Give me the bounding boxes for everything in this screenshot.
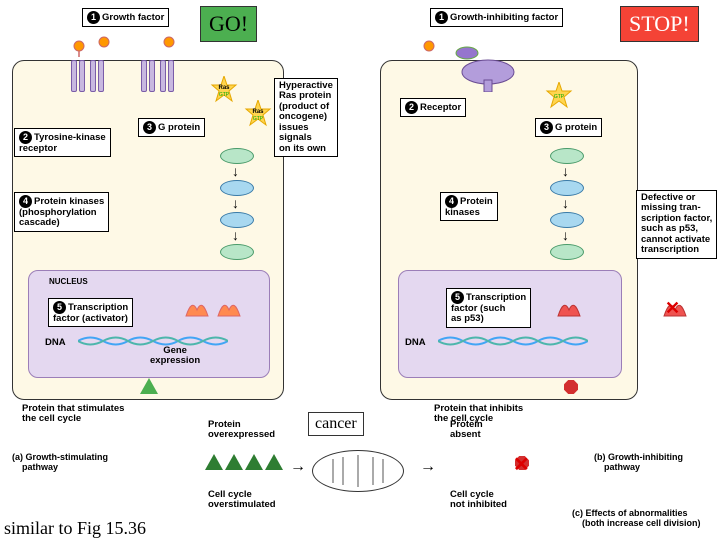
label-l_tf: 5Transcription factor (activator) [48, 298, 133, 327]
footer-text: similar to Fig 15.36 [4, 518, 146, 539]
cancer-badge: cancer [308, 412, 364, 436]
transcription-factor-icon [214, 296, 244, 321]
label-btm_cco: Cell cycle overstimulated [208, 490, 276, 511]
transcription-factor-icon [182, 296, 212, 321]
triangle-icon [205, 454, 223, 470]
label-btm_ccn: Cell cycle not inhibited [450, 490, 507, 511]
kinase-oval-icon [220, 212, 254, 228]
arrow-icon: → [420, 458, 436, 476]
kinase-oval-icon [550, 212, 584, 228]
label-r_dna: DNA [405, 338, 426, 348]
label-l_gene: Gene expression [150, 346, 200, 367]
go-badge: GO! [200, 6, 257, 42]
label-r_tf: 5Transcription factor (such as p53) [446, 288, 531, 328]
p53-icon [554, 296, 584, 321]
kinase-oval-icon [550, 244, 584, 260]
arrow-icon: ↓ [562, 227, 569, 243]
triangle-icon [225, 454, 243, 470]
ras-gtp-icon: RasGTP [244, 100, 272, 131]
kinase-oval-icon [550, 148, 584, 164]
kinase-oval-icon [220, 180, 254, 196]
label-l_gf: 1Growth factor [82, 8, 169, 27]
caption-a: (a) Growth-stimulating pathway [12, 452, 108, 472]
triangle-icon [245, 454, 263, 470]
dna-icon [438, 334, 488, 346]
svg-text:Ras: Ras [218, 85, 230, 91]
svg-text:GTP: GTP [554, 94, 565, 100]
red-x-icon: ✕ [513, 452, 530, 477]
red-x-icon: ✕ [665, 298, 680, 319]
caption-c: (c) Effects of abnormalities (both incre… [572, 508, 701, 528]
stimulator-protein-icon [140, 378, 158, 394]
inhibitor-protein-icon [564, 380, 578, 394]
svg-text:GTP: GTP [253, 116, 264, 122]
arrow-icon: ↓ [232, 195, 239, 211]
label-r_rec: 2Receptor [400, 98, 466, 117]
label-r_gp: 3G protein [535, 118, 602, 137]
kinase-oval-icon [550, 180, 584, 196]
caption-b: (b) Growth-inhibiting pathway [594, 452, 683, 472]
kinase-oval-icon [220, 244, 254, 260]
label-btm_po: Protein overexpressed [208, 420, 275, 441]
label-l_nuc: NUCLEUS [49, 278, 88, 287]
arrow-icon: ↓ [232, 163, 239, 179]
svg-text:Ras: Ras [252, 109, 264, 115]
tyrosine-kinase-receptor-icon [70, 60, 105, 95]
arrow-icon: ↓ [232, 227, 239, 243]
label-mid_hyp: Hyperactive Ras protein (product of onco… [274, 78, 338, 157]
ligand-icon [420, 40, 438, 61]
kinase-oval-icon [220, 148, 254, 164]
label-l_stim: Protein that stimulates the cell cycle [22, 404, 124, 425]
triangle-icon [265, 454, 283, 470]
svg-text:GTP: GTP [219, 92, 230, 98]
ligand-icon [160, 36, 178, 57]
label-l_gp: 3G protein [138, 118, 205, 137]
label-mid_def: Defective or missing tran- scription fac… [636, 190, 717, 259]
ligand-icon [95, 36, 113, 57]
label-r_gif: 1Growth-inhibiting factor [430, 8, 563, 27]
g-protein-icon: GTP [545, 82, 573, 113]
ras-gtp-icon: RasGTP [210, 76, 238, 107]
arrow-icon: ↓ [562, 163, 569, 179]
dna-icon [78, 334, 128, 346]
label-l_tk: 2Tyrosine-kinase receptor [14, 128, 111, 157]
label-btm_pa: Protein absent [450, 420, 483, 441]
label-l_pk: 4Protein kinases (phosphorylation cascad… [14, 192, 109, 232]
arrow-icon: → [290, 458, 306, 476]
tyrosine-kinase-receptor-icon [140, 60, 175, 95]
ligand-icon [70, 40, 88, 61]
dividing-cell-icon [312, 450, 404, 492]
receptor-right-icon [460, 58, 516, 95]
label-l_dna: DNA [45, 338, 66, 348]
label-r_pk: 4Protein kinases [440, 192, 498, 221]
arrow-icon: ↓ [562, 195, 569, 211]
stop-badge: STOP! [620, 6, 699, 42]
